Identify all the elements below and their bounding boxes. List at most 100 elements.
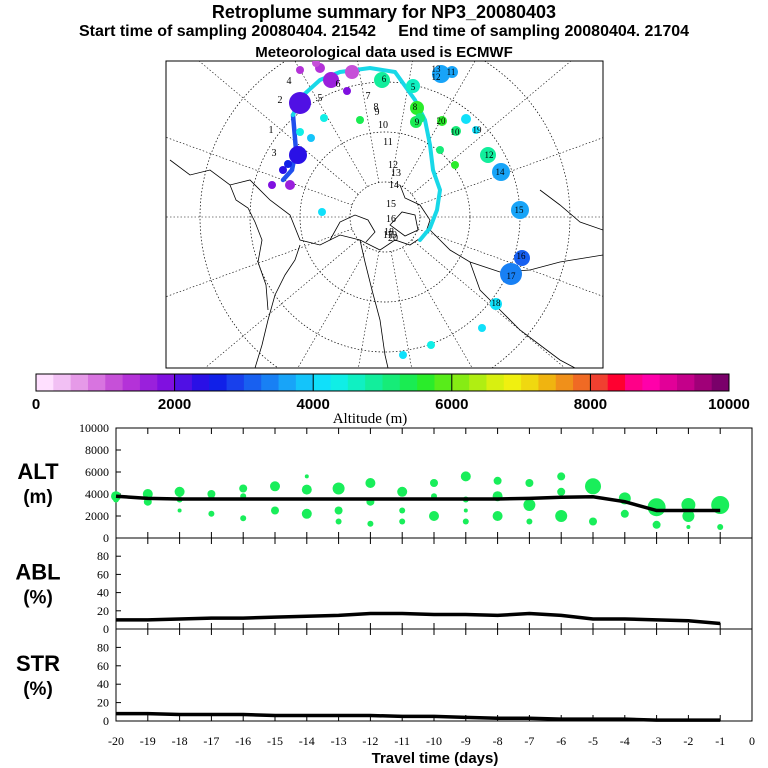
altitude-cluster (301, 484, 312, 495)
panel-ylabel-unit: (m) (23, 487, 53, 508)
altitude-cluster (399, 507, 406, 514)
plume-marker (500, 263, 522, 285)
x-tick-label: -5 (588, 734, 598, 748)
altitude-cluster (557, 487, 566, 496)
colorbar-cell (330, 374, 349, 391)
plume-label: 13 (432, 64, 442, 74)
y-tick-label: 0 (103, 531, 109, 545)
plume-marker (461, 114, 471, 124)
plume-marker (472, 126, 480, 134)
altitude-cluster (332, 482, 345, 495)
y-tick-label: 6000 (85, 465, 109, 479)
colorbar-cell (451, 374, 470, 391)
trajectory-day-label: 17 (383, 230, 393, 241)
colorbar-cell (607, 374, 626, 391)
plume-label: 20 (437, 116, 447, 126)
plume-label: 15 (515, 205, 525, 215)
colorbar-cell (469, 374, 487, 391)
trajectory-day-label: 4 (287, 76, 292, 87)
y-tick-label: 60 (97, 567, 109, 581)
colorbar-cell (521, 374, 539, 391)
y-tick-label: 8000 (85, 443, 109, 457)
altitude-cluster (462, 518, 469, 525)
colorbar-cells (36, 374, 730, 391)
altitude-cluster (652, 520, 661, 529)
trajectory-day-label: 19 (387, 230, 397, 241)
colorbar-cell (278, 374, 297, 391)
x-tick-label: -4 (620, 734, 630, 748)
altitude-cluster (334, 506, 343, 515)
x-tick-label: -6 (556, 734, 566, 748)
colorbar-cell (70, 374, 89, 391)
colorbar-cell (87, 374, 106, 391)
altitude-cluster (589, 517, 597, 526)
y-tick-label: 0 (103, 714, 109, 728)
plume-marker (285, 180, 295, 190)
altitude-cluster (557, 472, 566, 481)
x-tick-label: -7 (524, 734, 534, 748)
trajectory-day-label: 20 (388, 233, 398, 244)
y-tick-label: 40 (97, 586, 109, 600)
day-labels: 1234567891011121314151617181920111213568… (269, 64, 527, 308)
colorbar-cell (226, 374, 245, 391)
x-tick-label: -8 (493, 734, 503, 748)
colorbar-cell (157, 374, 176, 391)
plume-label: 17 (507, 271, 517, 281)
altitude-cluster (681, 498, 696, 512)
plume-marker (415, 113, 425, 123)
colorbar-cell (53, 374, 72, 391)
altitude-cluster (555, 510, 568, 522)
altitude-cluster (492, 511, 503, 521)
plume-marker (514, 250, 530, 266)
colorbar-cell (261, 374, 280, 391)
colorbar-cell (174, 374, 193, 391)
trajectory-day-label: 9 (375, 107, 380, 118)
x-tick-label: -3 (652, 734, 662, 748)
altitude-cluster (239, 484, 248, 493)
plume-marker (432, 65, 450, 83)
x-tick-label: -18 (172, 734, 188, 748)
colorbar-cell (486, 374, 505, 391)
colorbar-cell (382, 374, 401, 391)
x-tick-label: -9 (461, 734, 471, 748)
end-time-label: End time of sampling 20080404. 21704 (398, 23, 690, 40)
colorbar-cell (365, 374, 383, 391)
altitude-cluster (270, 481, 280, 492)
altitude-cluster (682, 510, 695, 522)
altitude-cluster (717, 524, 724, 530)
altitude-cluster (493, 476, 502, 485)
time-panels: 0200040006000800010000ALT(m)020406080ABL… (15, 421, 755, 767)
x-tick-label: -20 (108, 734, 124, 748)
plume-marker (490, 298, 502, 310)
plume-clusters (268, 61, 530, 359)
colorbar-cell (538, 374, 557, 391)
x-tick-label: -16 (235, 734, 251, 748)
colorbar-cell (122, 374, 141, 391)
colorbar-cell (659, 374, 678, 391)
colorbar-cell (36, 374, 54, 391)
altitude-cluster (429, 511, 439, 521)
panel-ylabel: ALT (17, 459, 59, 484)
plume-marker (289, 92, 311, 114)
trajectory-day-label: 2 (278, 95, 283, 106)
series-line (115, 494, 721, 513)
plume-marker (284, 160, 292, 168)
plume-marker (318, 208, 326, 216)
colorbar-tick-label: 0 (32, 396, 40, 413)
trajectory-day-label: 7 (366, 91, 371, 102)
plume-marker (437, 116, 447, 126)
altitude-cluster (367, 520, 374, 527)
plume-label: 19 (473, 125, 483, 135)
y-tick-label: 40 (97, 677, 109, 691)
altitude-cluster (460, 471, 471, 482)
colorbar-label: Altitude (m) (333, 411, 408, 427)
trajectory-day-label: 15 (386, 199, 396, 210)
plume-label: 9 (415, 117, 420, 127)
x-tick-label: -19 (140, 734, 156, 748)
altitude-cluster (430, 479, 438, 487)
altitude-cluster (365, 478, 376, 488)
colorbar-cell (503, 374, 522, 391)
colorbar-cell (642, 374, 661, 391)
